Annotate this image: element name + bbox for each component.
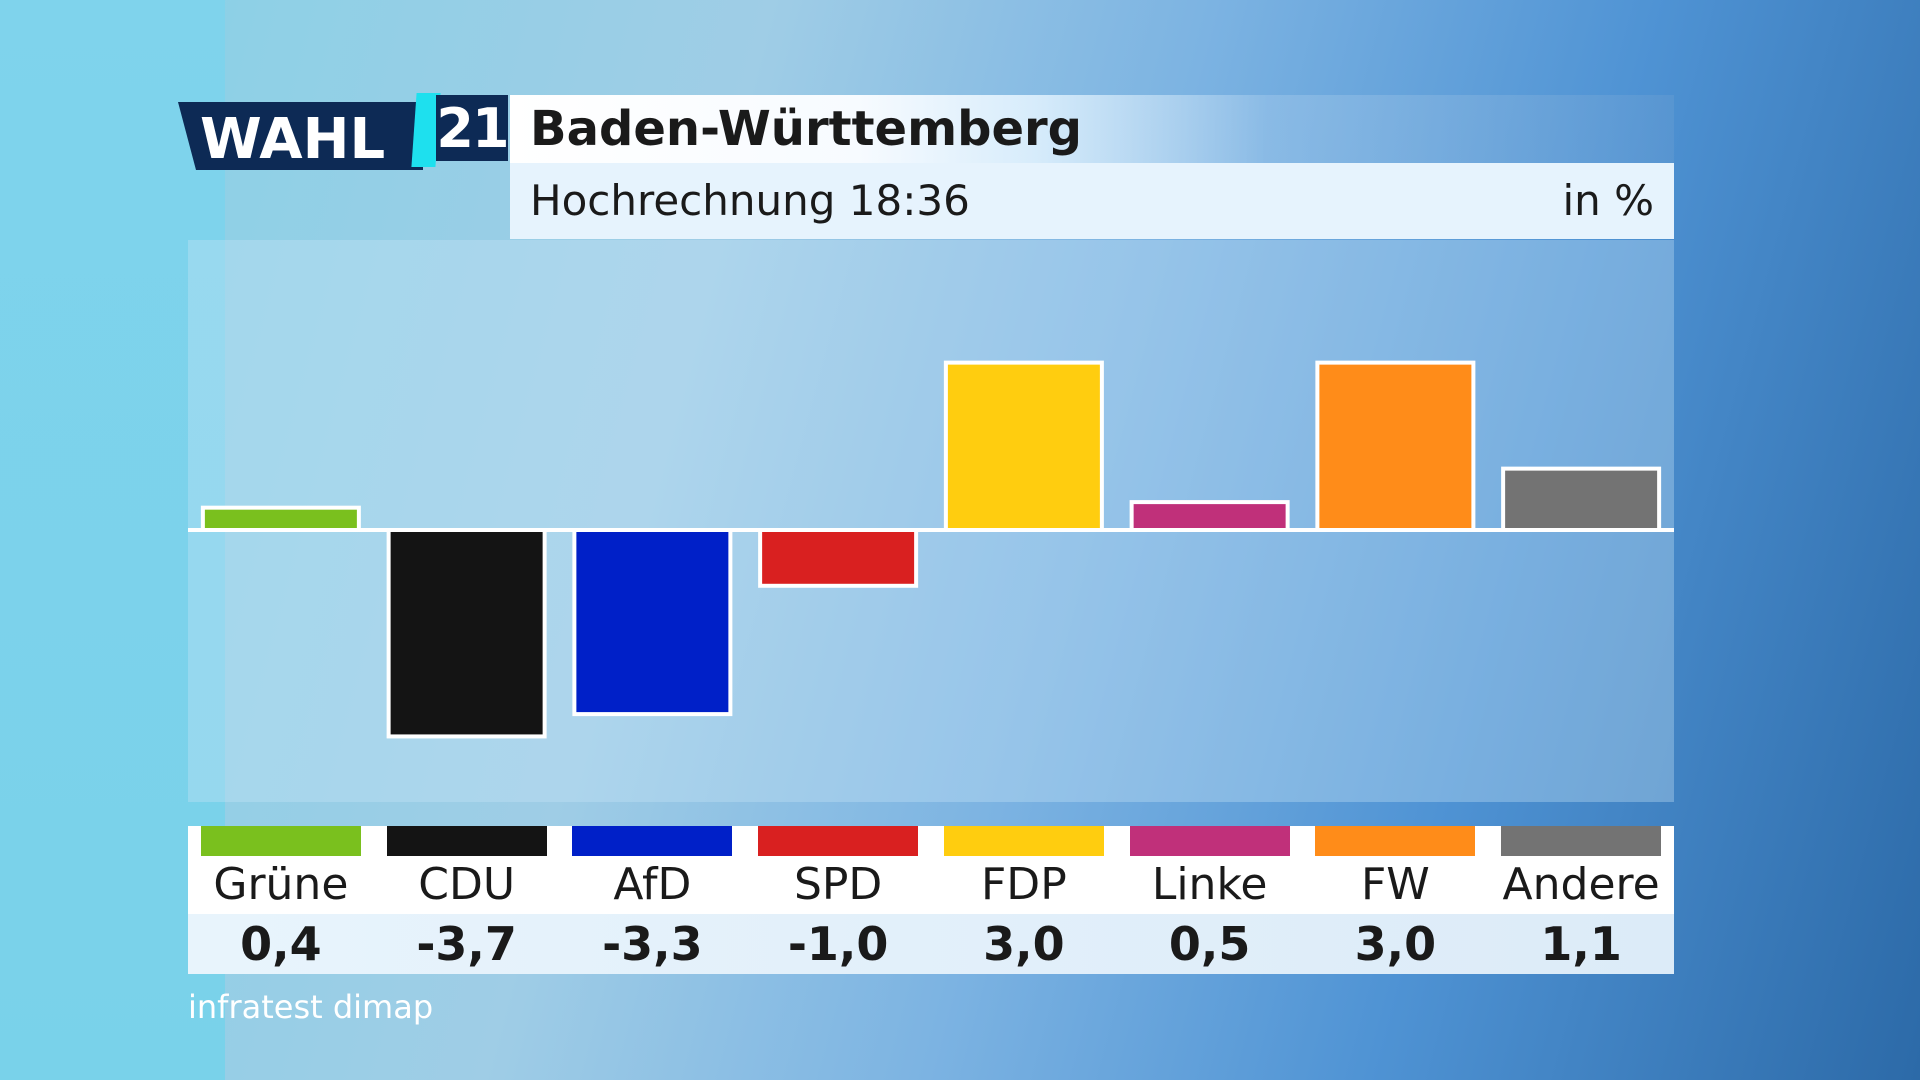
value-label-grüne: 0,4 xyxy=(240,917,322,971)
legend-name-afd: AfD xyxy=(613,859,692,910)
background-strip xyxy=(0,0,225,1080)
page-subtitle: Hochrechnung 18:36 xyxy=(530,176,970,225)
legend-swatch-andere xyxy=(1501,826,1662,856)
value-label-linke: 0,5 xyxy=(1168,917,1251,971)
legend-name-grüne: Grüne xyxy=(213,859,349,910)
wahl-logo-number: 21 xyxy=(436,95,510,161)
legend-name-fw: FW xyxy=(1360,859,1430,910)
legend-swatch-spd xyxy=(758,826,919,856)
legend-swatch-linke xyxy=(1129,826,1290,856)
bar-grüne xyxy=(200,505,361,532)
legend-names-row: Grüne CDU AfD SPD FDP Linke FW Andere xyxy=(188,826,1674,914)
page-title: Baden-Württemberg xyxy=(530,101,1083,157)
subtitle-bar xyxy=(510,163,1674,239)
value-label-andere: 1,1 xyxy=(1540,917,1622,971)
legend-swatch-cdu xyxy=(386,826,547,856)
bar-andere xyxy=(1501,466,1662,533)
legend-swatch-fw xyxy=(1315,826,1476,856)
value-label-afd: -3,3 xyxy=(602,917,703,971)
bar-afd xyxy=(572,528,733,717)
bar-spd xyxy=(758,528,919,588)
source-label: infratest dimap xyxy=(188,988,434,1026)
bar-fw xyxy=(1315,360,1476,533)
unit-label: in % xyxy=(1562,176,1654,225)
wahl-logo: WAHL xyxy=(178,102,423,170)
legend-swatch-fdp xyxy=(943,826,1104,856)
legend: Grüne CDU AfD SPD FDP Linke FW Andere 0,4 -3,7 -3… xyxy=(188,826,1674,974)
bar-linke xyxy=(1129,500,1290,532)
legend-swatch-afd xyxy=(572,826,733,856)
wahl-logo-text: WAHL xyxy=(200,107,385,170)
legend-name-andere: Andere xyxy=(1502,859,1660,910)
legend-name-spd: SPD xyxy=(793,859,883,910)
legend-name-linke: Linke xyxy=(1151,859,1268,910)
value-label-cdu: -3,7 xyxy=(416,917,517,971)
legend-name-fdp: FDP xyxy=(981,859,1067,910)
value-label-fdp: 3,0 xyxy=(983,917,1065,971)
title-bar xyxy=(510,95,1674,163)
bar-cdu xyxy=(386,528,547,739)
value-label-spd: -1,0 xyxy=(787,917,889,971)
legend-name-cdu: CDU xyxy=(418,859,516,910)
bar-fdp xyxy=(943,360,1104,533)
legend-swatch-grüne xyxy=(200,826,361,856)
legend-values-row: 0,4 -3,7 -3,3 -1,0 3,0 0,5 3,0 1,1 xyxy=(188,914,1674,974)
value-label-fw: 3,0 xyxy=(1354,917,1437,971)
